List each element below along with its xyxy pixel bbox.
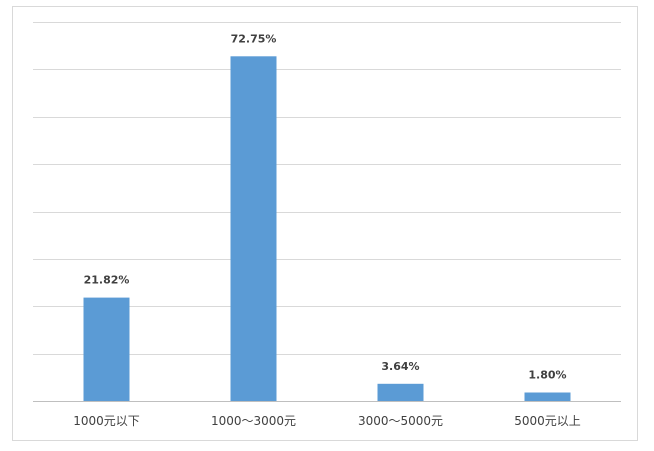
bar-0 xyxy=(83,297,130,401)
bar-2 xyxy=(377,383,424,401)
x-tick-label-1: 1000～3000元 xyxy=(211,414,296,428)
data-label-0: 21.82% xyxy=(84,274,130,287)
data-label-1: 72.75% xyxy=(231,32,277,45)
x-tick-label-3: 5000元以上 xyxy=(514,414,581,428)
bar-1 xyxy=(230,56,277,402)
data-label-3: 1.80% xyxy=(528,369,566,382)
x-tick-label-0: 1000元以下 xyxy=(73,414,140,428)
x-tick-label-2: 3000～5000元 xyxy=(358,414,443,428)
bar-3 xyxy=(524,392,571,401)
data-label-2: 3.64% xyxy=(381,360,419,373)
